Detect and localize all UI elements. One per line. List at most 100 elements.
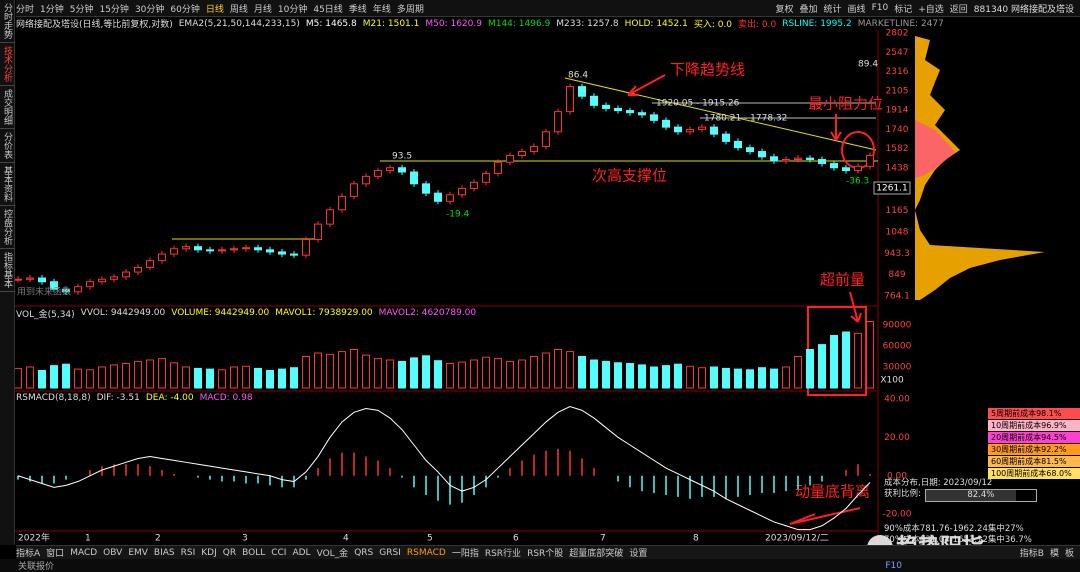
- indicator-tabs: 指标A 窗口 MACD OBV EMV BIAS RSI KDJ QR BOLL CCI ADL VOL…: [16, 545, 1080, 559]
- y-tick-label: 2316: [886, 67, 909, 77]
- tool-button[interactable]: 标记: [894, 4, 913, 15]
- volume-bar: [746, 369, 754, 389]
- side-tab[interactable]: 基本资料: [0, 163, 15, 206]
- indicator-tab[interactable]: GRSI: [379, 547, 401, 558]
- period-tab[interactable]: 年线: [372, 4, 391, 15]
- y-tick-label: 1165: [886, 206, 909, 216]
- volume-bar: [686, 365, 694, 389]
- indicator-tab[interactable]: 设置: [629, 549, 648, 559]
- indicator-tab[interactable]: VOL_金: [316, 549, 349, 559]
- indicator-tab[interactable]: 指标B: [1019, 549, 1044, 559]
- volume-bar: [638, 364, 646, 389]
- indicator-tab[interactable]: QR: [222, 547, 237, 558]
- indicator-tab[interactable]: MACD: [70, 547, 98, 558]
- period-tab[interactable]: 60分钟: [170, 4, 200, 15]
- candle: [230, 248, 238, 251]
- indicator-tab[interactable]: RSR行业: [484, 549, 522, 559]
- candle: [134, 266, 142, 273]
- indicator-tab[interactable]: 模: [1049, 549, 1059, 559]
- annotation: 次高支撑位: [592, 167, 667, 185]
- arrow: [849, 291, 862, 323]
- period-tab[interactable]: 季线: [348, 4, 367, 15]
- candle: [662, 119, 670, 128]
- candle: [794, 157, 802, 160]
- indicator-tab[interactable]: OBV: [103, 547, 123, 558]
- indicator-tab[interactable]: ADL: [292, 547, 311, 558]
- indicator-tab[interactable]: KDJ: [201, 547, 217, 558]
- period-tab[interactable]: 多周期: [396, 4, 424, 15]
- period-tab[interactable]: 45日线: [313, 4, 343, 15]
- indicator-tab[interactable]: BOLL: [242, 547, 266, 558]
- indicator-tab[interactable]: QRS: [354, 547, 374, 558]
- volume-bar: [158, 358, 166, 389]
- annotation: 超前量: [820, 271, 865, 289]
- y-tick-label: -20.00: [882, 510, 911, 520]
- volume-bar: [650, 366, 658, 389]
- y-tick-label: 1582: [886, 144, 909, 154]
- tool-button[interactable]: F10: [871, 3, 889, 13]
- candle: [506, 154, 514, 163]
- legend-item: M233: 1257.8: [556, 18, 619, 29]
- candle: [830, 163, 838, 169]
- volume-bar: [50, 365, 58, 389]
- tool-button[interactable]: 叠加: [799, 4, 818, 15]
- side-tab[interactable]: 分价表: [0, 129, 15, 163]
- indicator-tab[interactable]: 超量底部突破: [569, 549, 624, 559]
- tool-button[interactable]: 画线: [847, 4, 866, 15]
- indicator-tab[interactable]: RSMACD: [406, 547, 446, 558]
- tool-button[interactable]: +自选: [918, 4, 944, 15]
- indicator-tab[interactable]: BIAS: [153, 547, 175, 558]
- period-tab[interactable]: 15分钟: [99, 4, 129, 15]
- volume-bar: [266, 370, 274, 389]
- arrow: [830, 114, 842, 141]
- side-tab[interactable]: 分时走势: [0, 0, 15, 43]
- indicator-tab[interactable]: EMV: [128, 547, 148, 558]
- legend-item: RSMACD(8,18,8): [16, 393, 91, 403]
- indicator-tab[interactable]: 板: [1064, 549, 1074, 559]
- profit-label: 获利比例:: [884, 489, 921, 499]
- indicator-tab[interactable]: 窗口: [46, 549, 65, 559]
- indicator-tab[interactable]: 指标A: [16, 549, 41, 559]
- candle: [602, 104, 610, 109]
- volume-bar: [26, 366, 34, 389]
- volume-bar: [518, 359, 526, 389]
- period-tab[interactable]: 30分钟: [134, 4, 165, 15]
- side-tab[interactable]: 指标基本: [0, 249, 15, 292]
- candle: [374, 170, 382, 177]
- tool-button[interactable]: 返回: [949, 4, 968, 15]
- cost-row: 10周期前成本96.9%: [988, 420, 1080, 431]
- indicator-tab[interactable]: RSI: [180, 547, 196, 558]
- period-tab[interactable]: 1分钟: [40, 4, 64, 15]
- indicator-tab[interactable]: RSR个股: [527, 549, 564, 559]
- candle: [362, 175, 370, 185]
- y-tick-label: 943.3: [884, 249, 910, 259]
- candle: [578, 86, 586, 97]
- period-tab[interactable]: 月线: [253, 4, 272, 15]
- cost-row: 60周期前成本81.5%: [988, 456, 1080, 467]
- period-tab[interactable]: 日线: [205, 4, 224, 15]
- period-tab[interactable]: 5分钟: [69, 4, 94, 15]
- period-tab[interactable]: 周线: [229, 4, 248, 15]
- candle: [302, 239, 310, 256]
- period-tab[interactable]: 分时: [16, 4, 35, 15]
- unit: X100: [880, 376, 904, 386]
- candle: [278, 251, 286, 255]
- y-tick-label: 60000: [883, 342, 912, 352]
- candle: [638, 112, 646, 116]
- period-tab[interactable]: 10分钟: [277, 4, 308, 15]
- side-tab[interactable]: 技术分析: [0, 43, 15, 86]
- tool-button[interactable]: 统计: [823, 4, 842, 15]
- indicator-tab[interactable]: CCI: [271, 547, 287, 558]
- toolbar: 分时 1分钟 5分钟 15分钟 30分钟 60分钟 日线 周线 月线 10分钟 45日线 季线 年线 多周…: [16, 0, 1080, 17]
- status-f10[interactable]: F10: [885, 560, 902, 571]
- volume-bar: [590, 359, 598, 389]
- side-tab[interactable]: 控盘分析: [0, 206, 15, 249]
- x-tick-label: 7: [600, 534, 606, 544]
- y-tick-label: 1048: [886, 228, 909, 238]
- volume-bar: [818, 344, 826, 389]
- security: 881340 网络接配及塔设: [973, 4, 1074, 15]
- profit-row: 获利比例: 82.4%: [884, 489, 1080, 502]
- side-tab[interactable]: 成交明细: [0, 86, 15, 129]
- indicator-tab[interactable]: 一阳指: [451, 549, 479, 559]
- tool-button[interactable]: 复权: [775, 4, 794, 15]
